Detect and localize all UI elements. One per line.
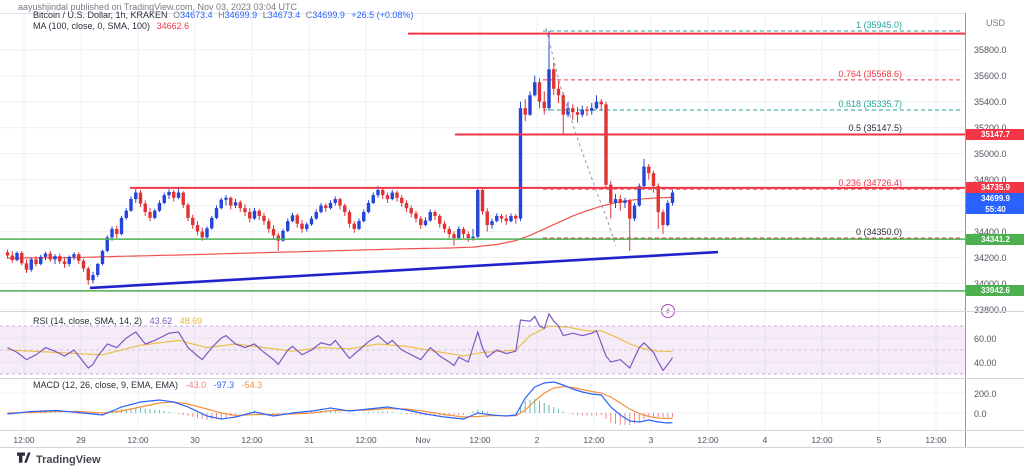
- change-value: +26.5 (+0.08%): [351, 10, 414, 20]
- price-tick: 35800.0: [974, 45, 1007, 56]
- price-axis[interactable]: USD 35800.0 35600.0 35400.0 35200.0 35000.0 3…: [965, 13, 1024, 447]
- price-tick: 34200.0: [974, 252, 1007, 263]
- time-tick: 4: [762, 435, 768, 445]
- ma-100-line[interactable]: [7, 196, 673, 259]
- price-rsi-separator[interactable]: [0, 311, 1024, 312]
- price-tick: 34000.0: [974, 278, 1007, 289]
- currency-label: USD: [985, 18, 1005, 28]
- fib-label-5[interactable]: 0 (34350.0): [855, 227, 902, 237]
- time-tick: 30: [190, 435, 200, 445]
- rsi-value: 43.62: [149, 316, 173, 326]
- tradingview-logo-icon[interactable]: [16, 451, 31, 468]
- macd-signal-value: -54.3: [241, 380, 263, 390]
- macd-line[interactable]: [7, 381, 673, 424]
- price-tick: 34400.0: [974, 227, 1007, 237]
- rsi-band: [0, 325, 965, 375]
- time-tick: 12:00: [13, 435, 35, 445]
- low-label: L: [262, 10, 268, 20]
- macd-hist-value: -43.0: [185, 380, 207, 390]
- open-label: O: [173, 10, 181, 20]
- fib-label-1[interactable]: 0.764 (35568.6): [838, 68, 902, 79]
- symbol-legend[interactable]: Bitcoin / U.S. Dollar, 1h, KRAKEN O34673…: [33, 10, 413, 20]
- low-value: 34673.4: [267, 10, 301, 20]
- price-tick: 34800.0: [974, 175, 1007, 186]
- price-tick: 35400.0: [974, 97, 1007, 108]
- rsi-line[interactable]: [7, 312, 673, 372]
- publish-byline: aayushjindal published on TradingView.co…: [18, 2, 298, 12]
- price-badge: 34341.2: [966, 233, 1024, 245]
- price-tick: 35600.0: [974, 71, 1007, 82]
- macd-legend[interactable]: MACD (12, 26, close, 9, EMA, EMA) -43.0 …: [33, 380, 262, 390]
- footer: TradingView: [16, 451, 101, 468]
- close-value: 34699.9: [312, 10, 345, 20]
- price-tick: 33800.0: [974, 304, 1007, 315]
- chart-area[interactable]: Bitcoin / U.S. Dollar, 1h, KRAKEN O34673…: [0, 0, 965, 448]
- countdown-timer: 55:40: [985, 205, 1006, 215]
- time-tick: 12:00: [811, 435, 833, 445]
- fib-label-2[interactable]: 0.618 (35335.7): [838, 99, 902, 110]
- close-label: C: [305, 10, 313, 20]
- time-axis[interactable]: 12:00 29 12:00 30 12:00 31 12:00 Nov 12:00 2 12:00…: [0, 431, 965, 448]
- macd-signal-line[interactable]: [7, 385, 673, 420]
- ascending-trendline[interactable]: [89, 250, 719, 290]
- time-tick: 12:00: [925, 435, 947, 445]
- time-tick: 5: [876, 435, 882, 445]
- time-tick: 12:00: [241, 435, 263, 445]
- macd-tick: 0.0: [974, 408, 987, 419]
- macd-timeaxis-separator: [0, 430, 1024, 431]
- chart-canvas[interactable]: [0, 0, 965, 448]
- rsi-macd-separator[interactable]: [0, 378, 1024, 379]
- high-label: H: [218, 10, 225, 20]
- ma-legend[interactable]: MA (100, close, 0, SMA, 100) 34662.6: [33, 21, 189, 31]
- fib-label-4[interactable]: 0.236 (34726.4): [838, 178, 902, 189]
- price-badge: 34735.9: [966, 182, 1024, 194]
- rsi-tick: 60.00: [974, 333, 997, 344]
- timeaxis-bottom-border: [0, 447, 1024, 448]
- symbol-title: Bitcoin / U.S. Dollar, 1h, KRAKEN: [33, 10, 168, 20]
- time-tick: 31: [304, 435, 314, 445]
- time-tick: 12:00: [583, 435, 605, 445]
- time-tick: 12:00: [127, 435, 149, 445]
- price-badge: 34699.9 55:40: [966, 193, 1024, 215]
- rsi-tick: 40.00: [974, 357, 997, 368]
- rsi-legend[interactable]: RSI (14, close, SMA, 14, 2) 43.62 48.69: [33, 316, 202, 326]
- time-tick: 2: [534, 435, 540, 445]
- rsi-title: RSI (14, close, SMA, 14, 2): [33, 316, 143, 326]
- time-tick: 12:00: [697, 435, 719, 445]
- dashed-curve-annotation[interactable]: [545, 27, 617, 247]
- chart-top-border: [0, 13, 1024, 14]
- time-tick: 3: [648, 435, 654, 445]
- fib-label-3[interactable]: 0.5 (35147.5): [848, 123, 902, 134]
- candles-layer[interactable]: [5, 30, 675, 285]
- price-tick: 35200.0: [974, 123, 1007, 133]
- ma-value: 34662.6: [156, 21, 190, 31]
- price-tick: 35000.0: [974, 149, 1007, 160]
- support-resistance-lines[interactable]: [0, 32, 965, 292]
- time-tick: 12:00: [469, 435, 491, 445]
- open-value: 34673.4: [180, 10, 213, 20]
- price-badge: 35147.7: [966, 128, 1024, 140]
- high-value: 34699.9: [224, 10, 258, 20]
- ma-title: MA (100, close, 0, SMA, 100): [33, 21, 151, 31]
- fib-label-0[interactable]: 1 (35945.0): [855, 19, 902, 30]
- macd-tick: 200.0: [974, 388, 997, 399]
- time-tick: 29: [76, 435, 86, 445]
- tradingview-wordmark[interactable]: TradingView: [36, 454, 101, 466]
- price-badge: 33942.6: [966, 285, 1024, 297]
- rsi-ma-line[interactable]: [7, 325, 673, 357]
- time-tick: Nov: [415, 435, 431, 445]
- macd-line-value: -97.3: [213, 380, 235, 390]
- rsi-ma-value: 48.69: [179, 316, 203, 326]
- time-tick: 12:00: [355, 435, 377, 445]
- macd-title: MACD (12, 26, close, 9, EMA, EMA): [33, 380, 179, 390]
